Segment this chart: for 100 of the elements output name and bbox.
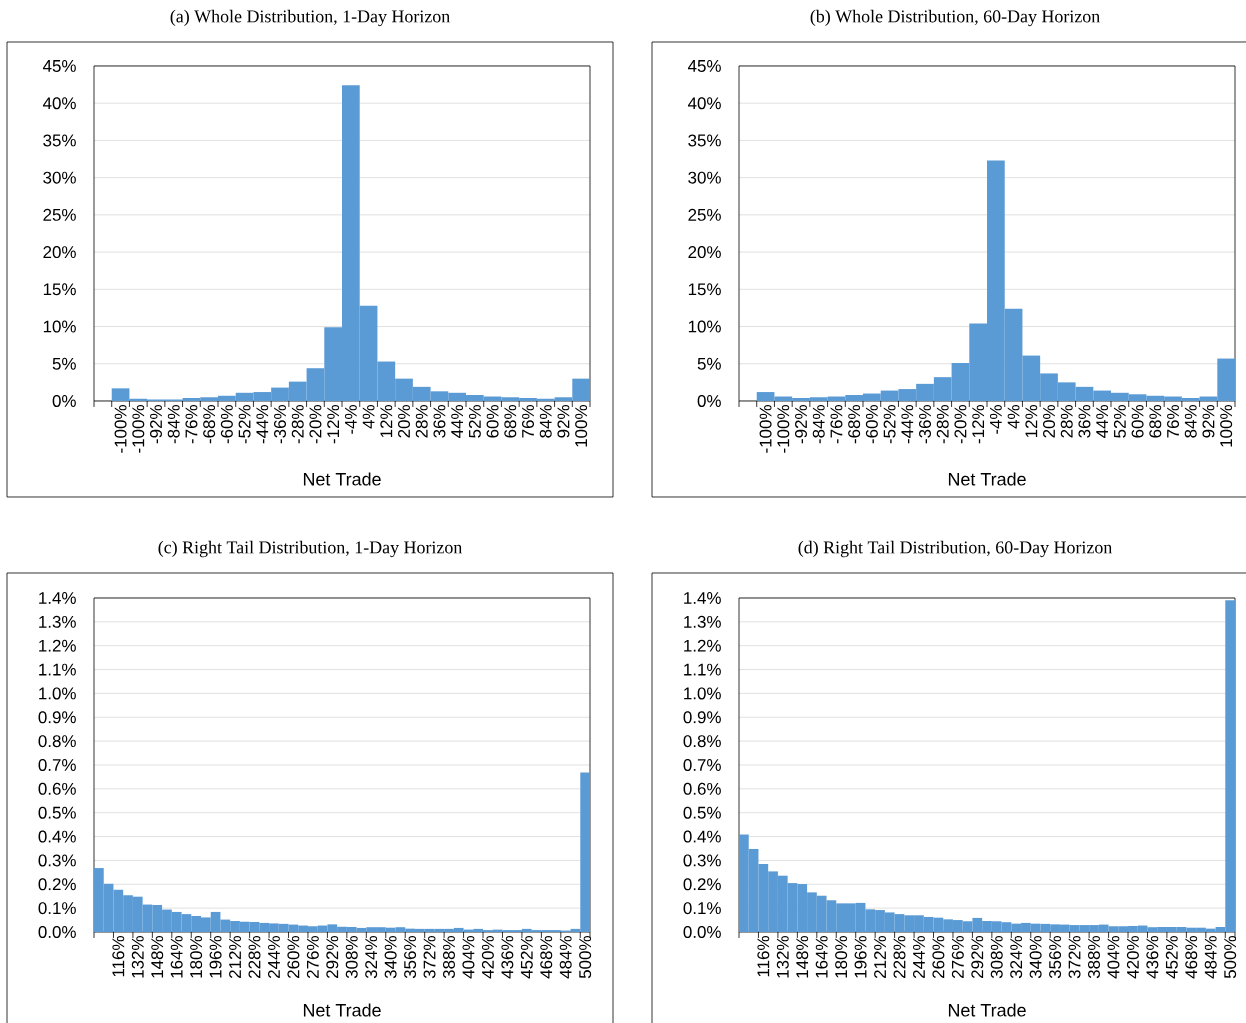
x-tick-label: 60%: [1131, 405, 1144, 438]
y-tick-label: 20%: [43, 246, 76, 259]
x-tick-label: 372%: [423, 936, 436, 979]
x-tick-label: 388%: [442, 936, 455, 979]
x-tick-label: 196%: [854, 936, 867, 978]
x-tick-label: -44%: [901, 405, 914, 444]
y-tick-label: 5%: [697, 357, 721, 370]
chart-title: (b) Whole Distribution, 60-Day Horizon: [810, 9, 1100, 27]
x-tick-label: -92%: [150, 405, 163, 444]
y-tick-label: 0.5%: [683, 806, 721, 819]
x-tick-label: 228%: [893, 936, 906, 978]
x-tick-label: 12%: [380, 405, 393, 438]
x-tick-label: 452%: [1165, 936, 1178, 979]
x-tick-label: 308%: [990, 936, 1003, 979]
y-tick-label: 0.4%: [38, 830, 76, 843]
y-tick-label: 0.6%: [38, 782, 76, 795]
x-tick-label: 164%: [815, 936, 828, 978]
x-tick-label: -12%: [972, 405, 985, 444]
y-tick-label: 0.9%: [38, 711, 76, 724]
y-tick-label: 1.3%: [684, 615, 721, 628]
x-tick-label: -4%: [344, 405, 357, 434]
x-tick-label: -76%: [830, 405, 843, 444]
y-tick-label: 0.0%: [38, 925, 76, 938]
x-tick-label: 404%: [1107, 936, 1120, 979]
y-tick-label: 15%: [43, 283, 76, 296]
y-tick-label: 35%: [688, 134, 721, 147]
x-tick-label: 60%: [486, 405, 499, 438]
y-tick-label: 25%: [43, 208, 76, 221]
x-tick-label: 212%: [874, 936, 886, 978]
x-tick-label: 356%: [404, 936, 417, 979]
y-tick-label: 1.1%: [684, 663, 721, 676]
x-tick-label: 324%: [1010, 936, 1023, 979]
x-tick-label: -100%: [114, 405, 127, 453]
x-tick-label: 276%: [951, 936, 964, 978]
x-tick-label: -100%: [777, 405, 790, 453]
x-tick-label: 292%: [326, 936, 339, 978]
x-tick-label: 76%: [1167, 405, 1180, 438]
x-tick-label: 4%: [362, 405, 375, 429]
x-tick-label: -76%: [185, 405, 198, 444]
x-tick-label: 36%: [1078, 405, 1091, 438]
y-tick-label: 20%: [688, 246, 721, 259]
x-tick-label: 84%: [1184, 405, 1197, 438]
x-tick-label: -68%: [848, 405, 861, 444]
y-tick-label: 40%: [687, 97, 721, 110]
x-tick-label: 116%: [112, 936, 125, 977]
x-tick-label: 468%: [1185, 936, 1198, 979]
x-axis-title: Net Trade: [948, 472, 1026, 486]
x-tick-label: -84%: [167, 405, 180, 444]
x-tick-label: 436%: [1146, 936, 1159, 979]
y-tick-label: 1.2%: [684, 639, 721, 652]
y-tick-label: 0%: [697, 394, 721, 407]
x-tick-label: 44%: [1096, 405, 1109, 439]
x-tick-label: -28%: [936, 405, 949, 444]
x-tick-label: 484%: [559, 936, 572, 979]
y-tick-label: 1.4%: [39, 592, 76, 604]
y-tick-label: 45%: [42, 60, 76, 72]
x-tick-label: 244%: [912, 936, 925, 978]
y-tick-label: 40%: [42, 97, 76, 110]
x-tick-label: 164%: [170, 936, 183, 978]
x-axis-title: Net Trade: [303, 1003, 381, 1017]
x-tick-label: -12%: [327, 405, 340, 444]
y-tick-label: 0.9%: [683, 711, 721, 724]
y-tick-label: 0.7%: [683, 758, 721, 771]
y-tick-label: 0.7%: [38, 758, 76, 771]
x-tick-label: 404%: [462, 936, 475, 979]
x-tick-label: -60%: [220, 405, 233, 444]
x-tick-label: 468%: [540, 936, 553, 979]
y-tick-label: 35%: [43, 134, 76, 147]
x-tick-label: -100%: [759, 405, 772, 453]
x-tick-label: -52%: [883, 405, 896, 444]
x-tick-label: 452%: [520, 936, 533, 979]
chart-title: (a) Whole Distribution, 1-Day Horizon: [170, 9, 450, 27]
x-tick-label: -4%: [989, 405, 1002, 434]
x-tick-label: 340%: [1029, 936, 1042, 979]
chart-title: (c) Right Tail Distribution, 1-Day Horizon: [158, 540, 463, 558]
x-tick-label: 308%: [345, 936, 358, 979]
x-tick-label: -20%: [309, 405, 322, 444]
x-tick-label: 76%: [522, 405, 535, 438]
y-tick-label: 0.1%: [683, 902, 721, 915]
y-tick-label: 0%: [52, 394, 76, 407]
x-tick-label: 372%: [1068, 936, 1081, 979]
x-tick-label: 100%: [1220, 405, 1233, 447]
x-tick-label: -100%: [132, 405, 145, 453]
x-tick-label: -20%: [954, 405, 967, 444]
y-tick-label: 30%: [688, 171, 721, 184]
x-tick-label: 4%: [1007, 405, 1020, 429]
y-tick-label: 0.1%: [38, 902, 76, 915]
x-tick-label: 292%: [971, 936, 984, 978]
y-tick-label: 1.4%: [684, 592, 721, 604]
y-tick-label: 0.8%: [683, 735, 721, 748]
x-tick-label: 20%: [398, 405, 411, 438]
y-tick-label: 10%: [688, 320, 721, 333]
x-tick-label: 28%: [1060, 405, 1073, 438]
y-tick-label: 0.8%: [38, 735, 76, 748]
x-tick-label: 436%: [501, 936, 514, 979]
x-tick-label: 180%: [190, 936, 203, 978]
x-tick-label: 228%: [248, 936, 261, 978]
x-tick-label: -92%: [795, 405, 808, 444]
y-tick-label: 5%: [52, 357, 76, 370]
x-tick-label: 116%: [757, 936, 770, 977]
